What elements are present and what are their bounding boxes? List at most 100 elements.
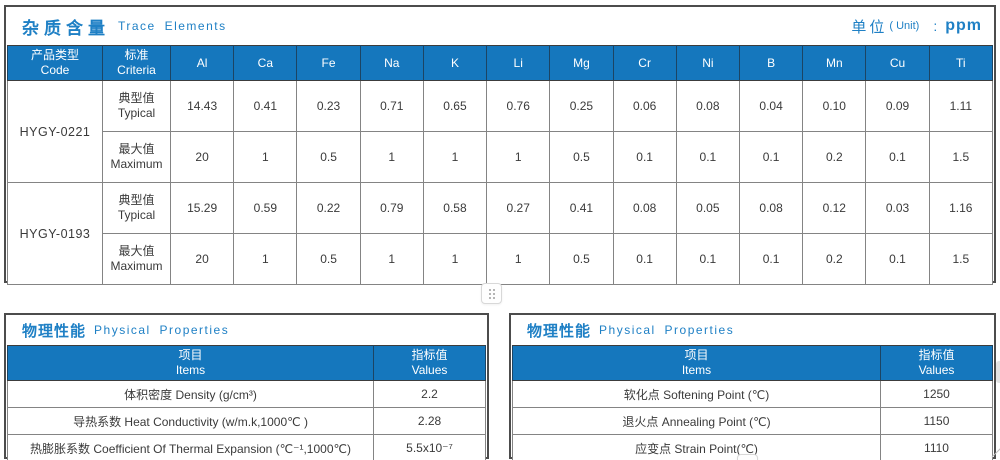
value-cell: 0.06 — [612, 80, 677, 132]
phys-right-title-en: Physical Properties — [599, 323, 735, 337]
value-cell: 1 — [422, 131, 488, 183]
value-cell: 5.5x10⁻⁷ — [373, 434, 486, 460]
drag-dots-icon — [488, 288, 495, 299]
criteria-cell: 典型值 Typical — [102, 182, 171, 234]
value-cell: 0.71 — [359, 80, 424, 132]
value-cell: 0.59 — [233, 182, 298, 234]
value-cell: 1 — [233, 131, 298, 183]
value-cell: 0.5 — [296, 131, 361, 183]
value-cell: 0.1 — [738, 233, 804, 285]
value-cell: 0.65 — [422, 80, 488, 132]
value-cell: 20 — [169, 131, 235, 183]
value-cell: 1 — [359, 233, 424, 285]
item-cell: 软化点 Softening Point (℃) — [512, 380, 881, 408]
col-header-element: Ti — [928, 45, 994, 81]
drag-handle-icon[interactable] — [737, 454, 758, 460]
col-header-element: Cu — [865, 45, 930, 81]
resize-grip-icon[interactable] — [988, 447, 1000, 459]
col-header-element: Al — [169, 45, 235, 81]
value-cell: 0.08 — [675, 80, 740, 132]
value-cell: 1.11 — [928, 80, 994, 132]
table-row: 退火点 Annealing Point (℃) 1150 — [512, 407, 993, 435]
col-header-element: Li — [486, 45, 551, 81]
value-cell: 0.09 — [865, 80, 930, 132]
value-cell: 0.41 — [549, 182, 614, 234]
value-cell: 1 — [486, 233, 551, 285]
trace-title-en: Trace Elements — [118, 19, 227, 33]
value-cell: 0.08 — [612, 182, 677, 234]
value-cell: 1150 — [880, 407, 993, 435]
physical-properties-right-panel: 物理性能 Physical Properties 项目 Items 指标值 Valu… — [509, 313, 996, 460]
value-cell: 20 — [169, 233, 235, 285]
value-cell: 1110 — [880, 434, 993, 460]
table-row: 最大值 Maximum 20 1 0.5 1 1 1 0.5 0.1 0.1 0.… — [8, 233, 994, 285]
phys-left-title-en: Physical Properties — [94, 323, 230, 337]
value-cell: 14.43 — [169, 80, 235, 132]
col-header-element: Na — [359, 45, 424, 81]
trace-elements-table: 产品类型 Code 标准 Criteria Al Ca Fe Na K Li Mg … — [7, 45, 994, 285]
value-cell: 1 — [422, 233, 488, 285]
value-cell: 0.1 — [612, 131, 677, 183]
phys-header-row: 项目 Items 指标值 Values — [7, 345, 486, 381]
unit-value: ppm — [945, 17, 982, 34]
phys-left-title: 物理性能 Physical Properties — [6, 315, 487, 345]
value-cell: 1.5 — [928, 131, 994, 183]
trace-panel-title: 杂质含量 Trace Elements 单位 ( Unit) : ppm — [6, 7, 994, 45]
unit-colon: : — [933, 18, 938, 34]
item-cell: 导热系数 Heat Conductivity (w/m.k,1000℃ ) — [7, 407, 374, 435]
trace-header-row: 产品类型 Code 标准 Criteria Al Ca Fe Na K Li Mg … — [7, 45, 994, 81]
col-header-values: 指标值 Values — [880, 345, 993, 381]
edge-handle-sliver[interactable] — [996, 361, 1000, 383]
item-cell: 退火点 Annealing Point (℃) — [512, 407, 881, 435]
value-cell: 0.12 — [802, 182, 867, 234]
value-cell: 0.76 — [486, 80, 551, 132]
table-row: 导热系数 Heat Conductivity (w/m.k,1000℃ ) 2.… — [7, 407, 486, 435]
col-header-element: Ca — [233, 45, 298, 81]
value-cell: 1.16 — [928, 182, 994, 234]
col-header-items: 项目 Items — [7, 345, 374, 381]
phys-right-title: 物理性能 Physical Properties — [511, 315, 994, 345]
table-row: 最大值 Maximum 20 1 0.5 1 1 1 0.5 0.1 0.1 0.… — [8, 131, 994, 183]
value-cell: 0.10 — [802, 80, 867, 132]
trace-title-zh: 杂质含量 — [22, 18, 110, 38]
value-cell: 1 — [359, 131, 424, 183]
col-header-element: Cr — [612, 45, 677, 81]
criteria-cell: 最大值 Maximum — [102, 233, 171, 285]
value-cell: 0.58 — [422, 182, 488, 234]
value-cell: 0.22 — [296, 182, 361, 234]
value-cell: 0.1 — [675, 131, 740, 183]
value-cell: 0.03 — [865, 182, 930, 234]
table-row: HYGY-0221 典型值 Typical 14.43 0.41 0.23 0.7… — [7, 80, 994, 183]
table-row: 软化点 Softening Point (℃) 1250 — [512, 380, 993, 408]
col-header-element: K — [422, 45, 488, 81]
phys-header-row: 项目 Items 指标值 Values — [512, 345, 993, 381]
value-cell: 0.08 — [738, 182, 804, 234]
value-cell: 15.29 — [169, 182, 235, 234]
col-header-values: 指标值 Values — [373, 345, 486, 381]
value-cell: 1 — [486, 131, 551, 183]
physical-properties-left-panel: 物理性能 Physical Properties 项目 Items 指标值 Valu… — [4, 313, 489, 460]
value-cell: 0.04 — [738, 80, 804, 132]
col-header-element: B — [738, 45, 804, 81]
unit-label-zh: 单位 — [851, 18, 888, 36]
value-cell: 0.25 — [549, 80, 614, 132]
product-code: HYGY-0193 — [7, 182, 103, 285]
value-cell: 0.05 — [675, 182, 740, 234]
value-cell: 0.2 — [802, 131, 867, 183]
col-header-element: Fe — [296, 45, 361, 81]
table-row: HYGY-0193 典型值 Typical 15.29 0.59 0.22 0.7… — [7, 182, 994, 285]
value-cell: 0.23 — [296, 80, 361, 132]
col-header-code: 产品类型 Code — [7, 45, 103, 81]
physical-properties-left-table: 项目 Items 指标值 Values 体积密度 Density (g/cm³) 2… — [7, 345, 486, 460]
value-cell: 0.1 — [865, 233, 930, 285]
item-cell: 体积密度 Density (g/cm³) — [7, 380, 374, 408]
value-cell: 0.1 — [612, 233, 677, 285]
value-cell: 2.28 — [373, 407, 486, 435]
phys-left-title-zh: 物理性能 — [22, 322, 87, 340]
drag-handle-icon[interactable] — [481, 283, 502, 304]
value-cell: 1250 — [880, 380, 993, 408]
table-row: 应变点 Strain Point(℃) 1110 — [512, 434, 993, 460]
value-cell: 0.27 — [486, 182, 551, 234]
col-header-element: Mg — [549, 45, 614, 81]
